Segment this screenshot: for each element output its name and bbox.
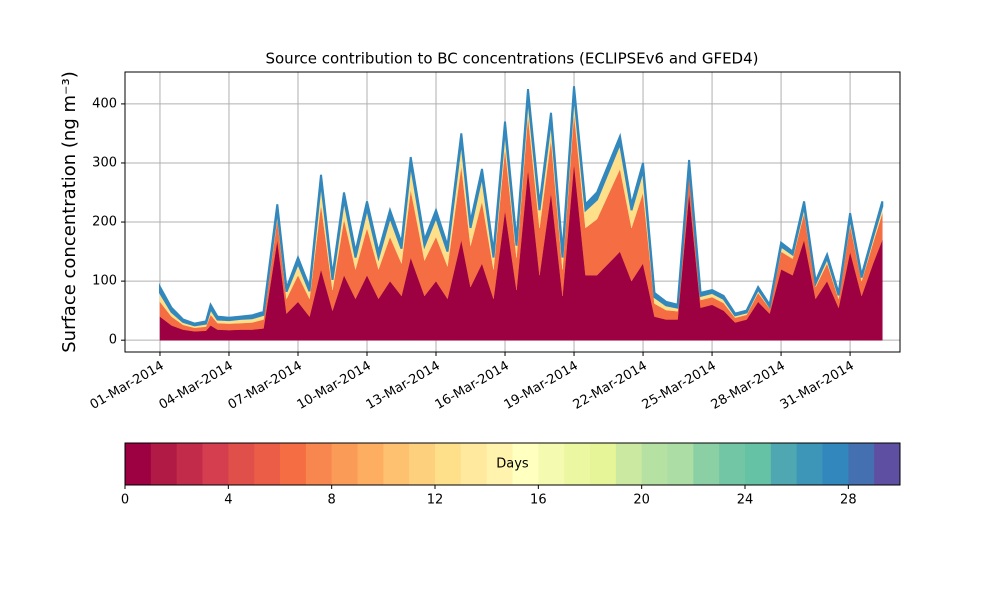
colorbar-cell — [357, 443, 384, 485]
x-tick-label: 04-Mar-2014 — [157, 359, 236, 413]
y-tick-label: 400 — [92, 96, 117, 111]
colorbar-cell — [564, 443, 591, 485]
colorbar-tick-label: 24 — [737, 493, 754, 508]
colorbar-tick-label: 20 — [633, 493, 650, 508]
colorbar-cell — [486, 443, 513, 485]
colorbar-cell — [254, 443, 281, 485]
x-tick-label: 07-Mar-2014 — [226, 359, 305, 413]
colorbar-cell — [435, 443, 462, 485]
x-tick-label: 10-Mar-2014 — [295, 359, 374, 413]
colorbar-cell — [641, 443, 668, 485]
y-tick-label: 0 — [109, 333, 117, 348]
colorbar-cell — [331, 443, 358, 485]
colorbar-cell — [176, 443, 203, 485]
x-tick-label: 28-Mar-2014 — [709, 359, 788, 413]
colorbar-cell — [590, 443, 617, 485]
colorbar-cell — [874, 443, 901, 485]
colorbar-tick-label: 16 — [530, 493, 547, 508]
colorbar-cell — [125, 443, 152, 485]
x-tick-label: 31-Mar-2014 — [778, 359, 857, 413]
colorbar-tick-label: 0 — [121, 493, 129, 508]
x-tick-label: 22-Mar-2014 — [571, 359, 650, 413]
colorbar-cell — [512, 443, 539, 485]
colorbar-cell — [770, 443, 798, 485]
x-tick-label: 19-Mar-2014 — [502, 359, 581, 413]
x-tick-label: 25-Mar-2014 — [640, 359, 719, 413]
plot-frame — [124, 71, 901, 353]
chart-title: Source contribution to BC concentrations… — [265, 50, 758, 68]
colorbar-frame — [124, 442, 901, 486]
colorbar-tick-label: 4 — [224, 493, 232, 508]
colorbar-cell — [538, 443, 565, 485]
colorbar-cell — [460, 443, 488, 485]
y-tick-label: 200 — [92, 215, 117, 230]
colorbar-cell — [822, 443, 849, 485]
colorbar-cell — [667, 443, 694, 485]
colorbar-tick-label: 28 — [840, 493, 857, 508]
x-tick-label: 16-Mar-2014 — [433, 359, 512, 413]
colorbar-cell — [383, 443, 410, 485]
x-tick-label: 01-Mar-2014 — [88, 359, 167, 413]
colorbar-cell — [848, 443, 875, 485]
colorbar-cell — [202, 443, 229, 485]
colorbar-cell — [409, 443, 436, 485]
colorbar-cell — [796, 443, 823, 485]
x-tick-label: 13-Mar-2014 — [364, 359, 443, 413]
y-axis-label: Surface concentration (ng m⁻³) — [59, 71, 80, 353]
colorbar-cell — [305, 443, 333, 485]
colorbar-cell — [719, 443, 746, 485]
colorbar-cell — [693, 443, 720, 485]
colorbar-label: Days — [496, 457, 529, 472]
colorbar-cell — [745, 443, 772, 485]
colorbar-cell — [228, 443, 255, 485]
y-tick-label: 300 — [92, 155, 117, 170]
colorbar-cell — [615, 443, 643, 485]
colorbar-cell — [150, 443, 178, 485]
area — [159, 86, 884, 327]
y-tick-label: 100 — [92, 274, 117, 289]
colorbar-tick-label: 8 — [328, 493, 336, 508]
colorbar-cell — [280, 443, 307, 485]
colorbar-tick-label: 12 — [427, 493, 444, 508]
